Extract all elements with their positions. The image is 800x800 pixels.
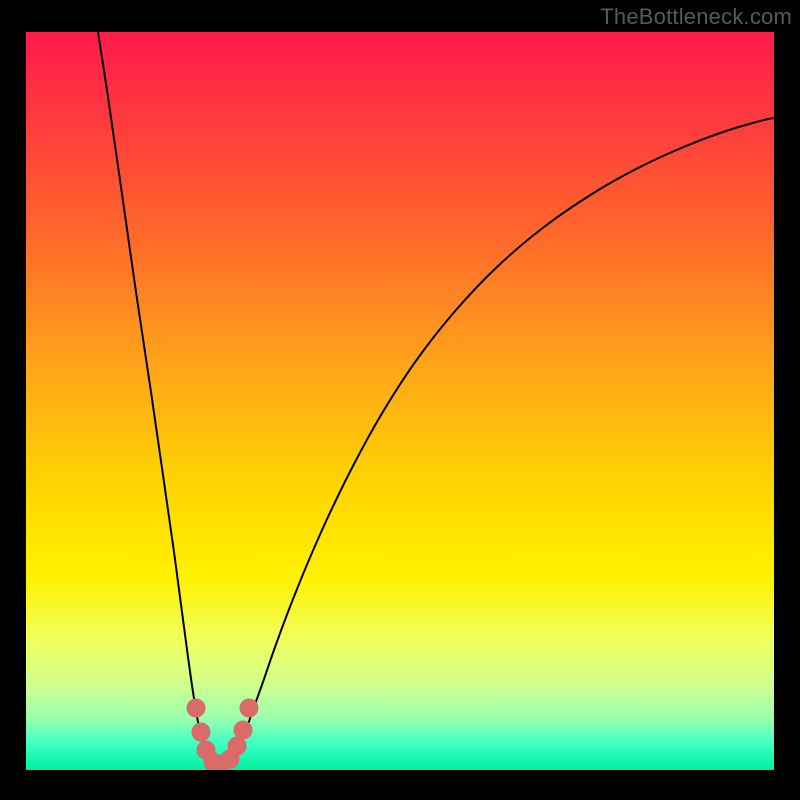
plot-area: [26, 32, 774, 770]
watermark-label: TheBottleneck.com: [600, 4, 792, 30]
curve-marker: [240, 699, 258, 717]
curve-marker: [228, 737, 246, 755]
bottleneck-curve-chart: [26, 32, 774, 770]
curve-marker: [234, 721, 252, 739]
curve-marker: [187, 699, 205, 717]
curve-marker: [192, 723, 210, 741]
bottleneck-curve: [98, 32, 774, 766]
